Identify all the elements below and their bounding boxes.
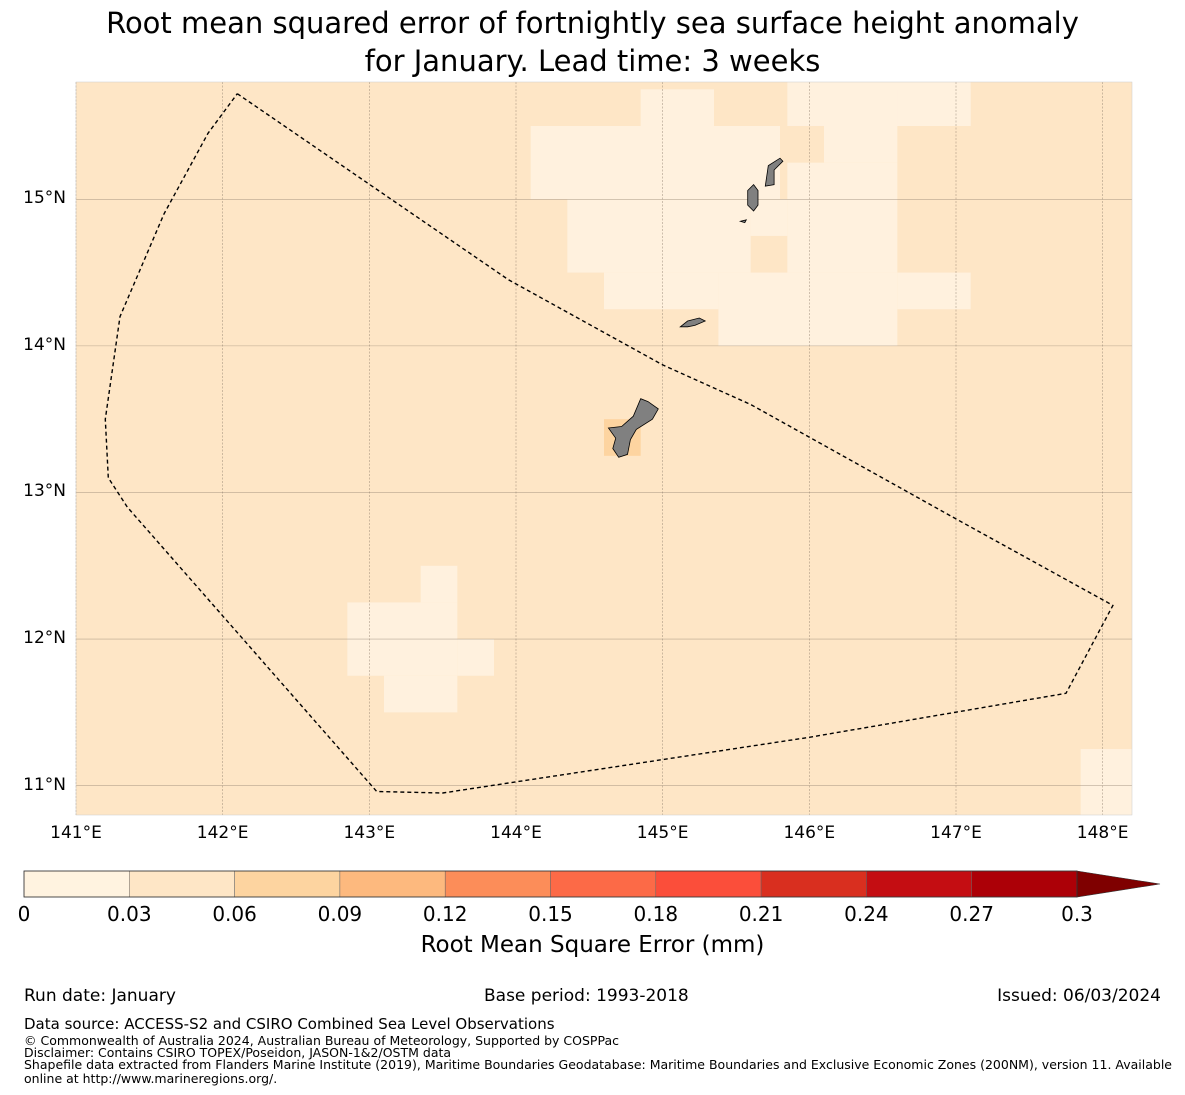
lat-tick-label: 14°N [23, 334, 66, 355]
lat-tick-label: 12°N [23, 628, 66, 649]
base-period: Base period: 1993-2018 [484, 986, 689, 1006]
lon-tick-label: 142°E [196, 823, 249, 843]
low-error-cell [567, 199, 751, 273]
colorbar-segment [655, 870, 762, 898]
disclaimer: Disclaimer: Contains CSIRO TOPEX/Poseido… [24, 1045, 452, 1060]
lon-tick-label: 145°E [636, 823, 689, 843]
colorbar-segment [129, 870, 235, 898]
colorbar-segment [234, 870, 341, 898]
low-error-cell [718, 272, 898, 346]
run-date: Run date: January [24, 986, 176, 1006]
colorbar [23, 870, 1161, 898]
island-tinian [747, 183, 759, 212]
eez-boundary-line [104, 93, 1114, 794]
colorbar-segment [866, 870, 972, 898]
low-error-cell [640, 89, 714, 126]
issued-date: Issued: 06/03/2024 [997, 986, 1161, 1006]
lon-tick-label: 146°E [783, 823, 836, 843]
lat-tick-label: 15°N [23, 188, 66, 209]
island-rota [679, 317, 707, 328]
colorbar-tick-label: 0.18 [633, 902, 679, 926]
low-error-cell [824, 125, 898, 163]
colorbar-tick-label: 0 [17, 902, 31, 926]
low-error-cell [420, 565, 458, 603]
island-guam [607, 398, 659, 458]
colorbar-extend-arrow [1076, 870, 1161, 898]
lon-tick-label: 141°E [50, 823, 102, 843]
map-frame [75, 81, 1133, 816]
colorbar-tick-label: 0.24 [844, 902, 889, 926]
data-source: Data source: ACCESS-S2 and CSIRO Combine… [24, 1015, 555, 1033]
colorbar-tick-label: 0.09 [317, 902, 363, 926]
low-error-cell [457, 639, 494, 676]
lon-tick-label: 148°E [1076, 823, 1129, 843]
copyright-notice: © Commonwealth of Australia 2024, Austra… [24, 1033, 619, 1048]
low-error-cell [604, 272, 719, 310]
colorbar-tick-label: 0.21 [738, 902, 784, 926]
lat-tick-label: 11°N [23, 774, 66, 795]
island-aguijan [738, 219, 748, 224]
colorbar-tick-label: 0.06 [212, 902, 257, 926]
low-error-cell [787, 162, 898, 273]
low-error-cell [530, 125, 780, 200]
low-error-cell [897, 272, 971, 310]
colorbar-segment [971, 870, 1078, 898]
low-error-cell [384, 675, 458, 713]
colorbar-tick-label: 0.15 [528, 902, 573, 926]
title-line-1: Root mean squared error of fortnightly s… [106, 6, 1079, 40]
colorbar-tick-label: 0.3 [1061, 902, 1093, 926]
chart-title: Root mean squared error of fortnightly s… [0, 4, 1185, 80]
colorbar-label: Root Mean Square Error (mm) [420, 932, 765, 958]
colorbar-tick-label: 0.03 [107, 902, 152, 926]
colorbar-frame [23, 870, 1078, 898]
low-error-cell [897, 89, 971, 126]
lat-tick-label: 13°N [23, 481, 66, 502]
lon-tick-label: 147°E [930, 823, 982, 843]
map-area[interactable] [75, 81, 1133, 816]
low-error-cell [1080, 749, 1132, 815]
colorbar-segment [760, 870, 867, 898]
colorbar-segment [550, 870, 657, 898]
colorbar-tick-label: 0.27 [949, 902, 994, 926]
island-saipan [764, 157, 784, 187]
colorbar-segment [339, 870, 446, 898]
colorbar-tick-label: 0.12 [422, 902, 468, 926]
title-line-2: for January. Lead time: 3 weeks [364, 44, 821, 78]
colorbar-segment [23, 870, 130, 898]
lon-tick-label: 144°E [490, 823, 542, 843]
shapefile-credit: Shapefile data extracted from Flanders M… [24, 1057, 1172, 1086]
lon-tick-label: 143°E [343, 823, 396, 843]
colorbar-segment [444, 870, 551, 898]
